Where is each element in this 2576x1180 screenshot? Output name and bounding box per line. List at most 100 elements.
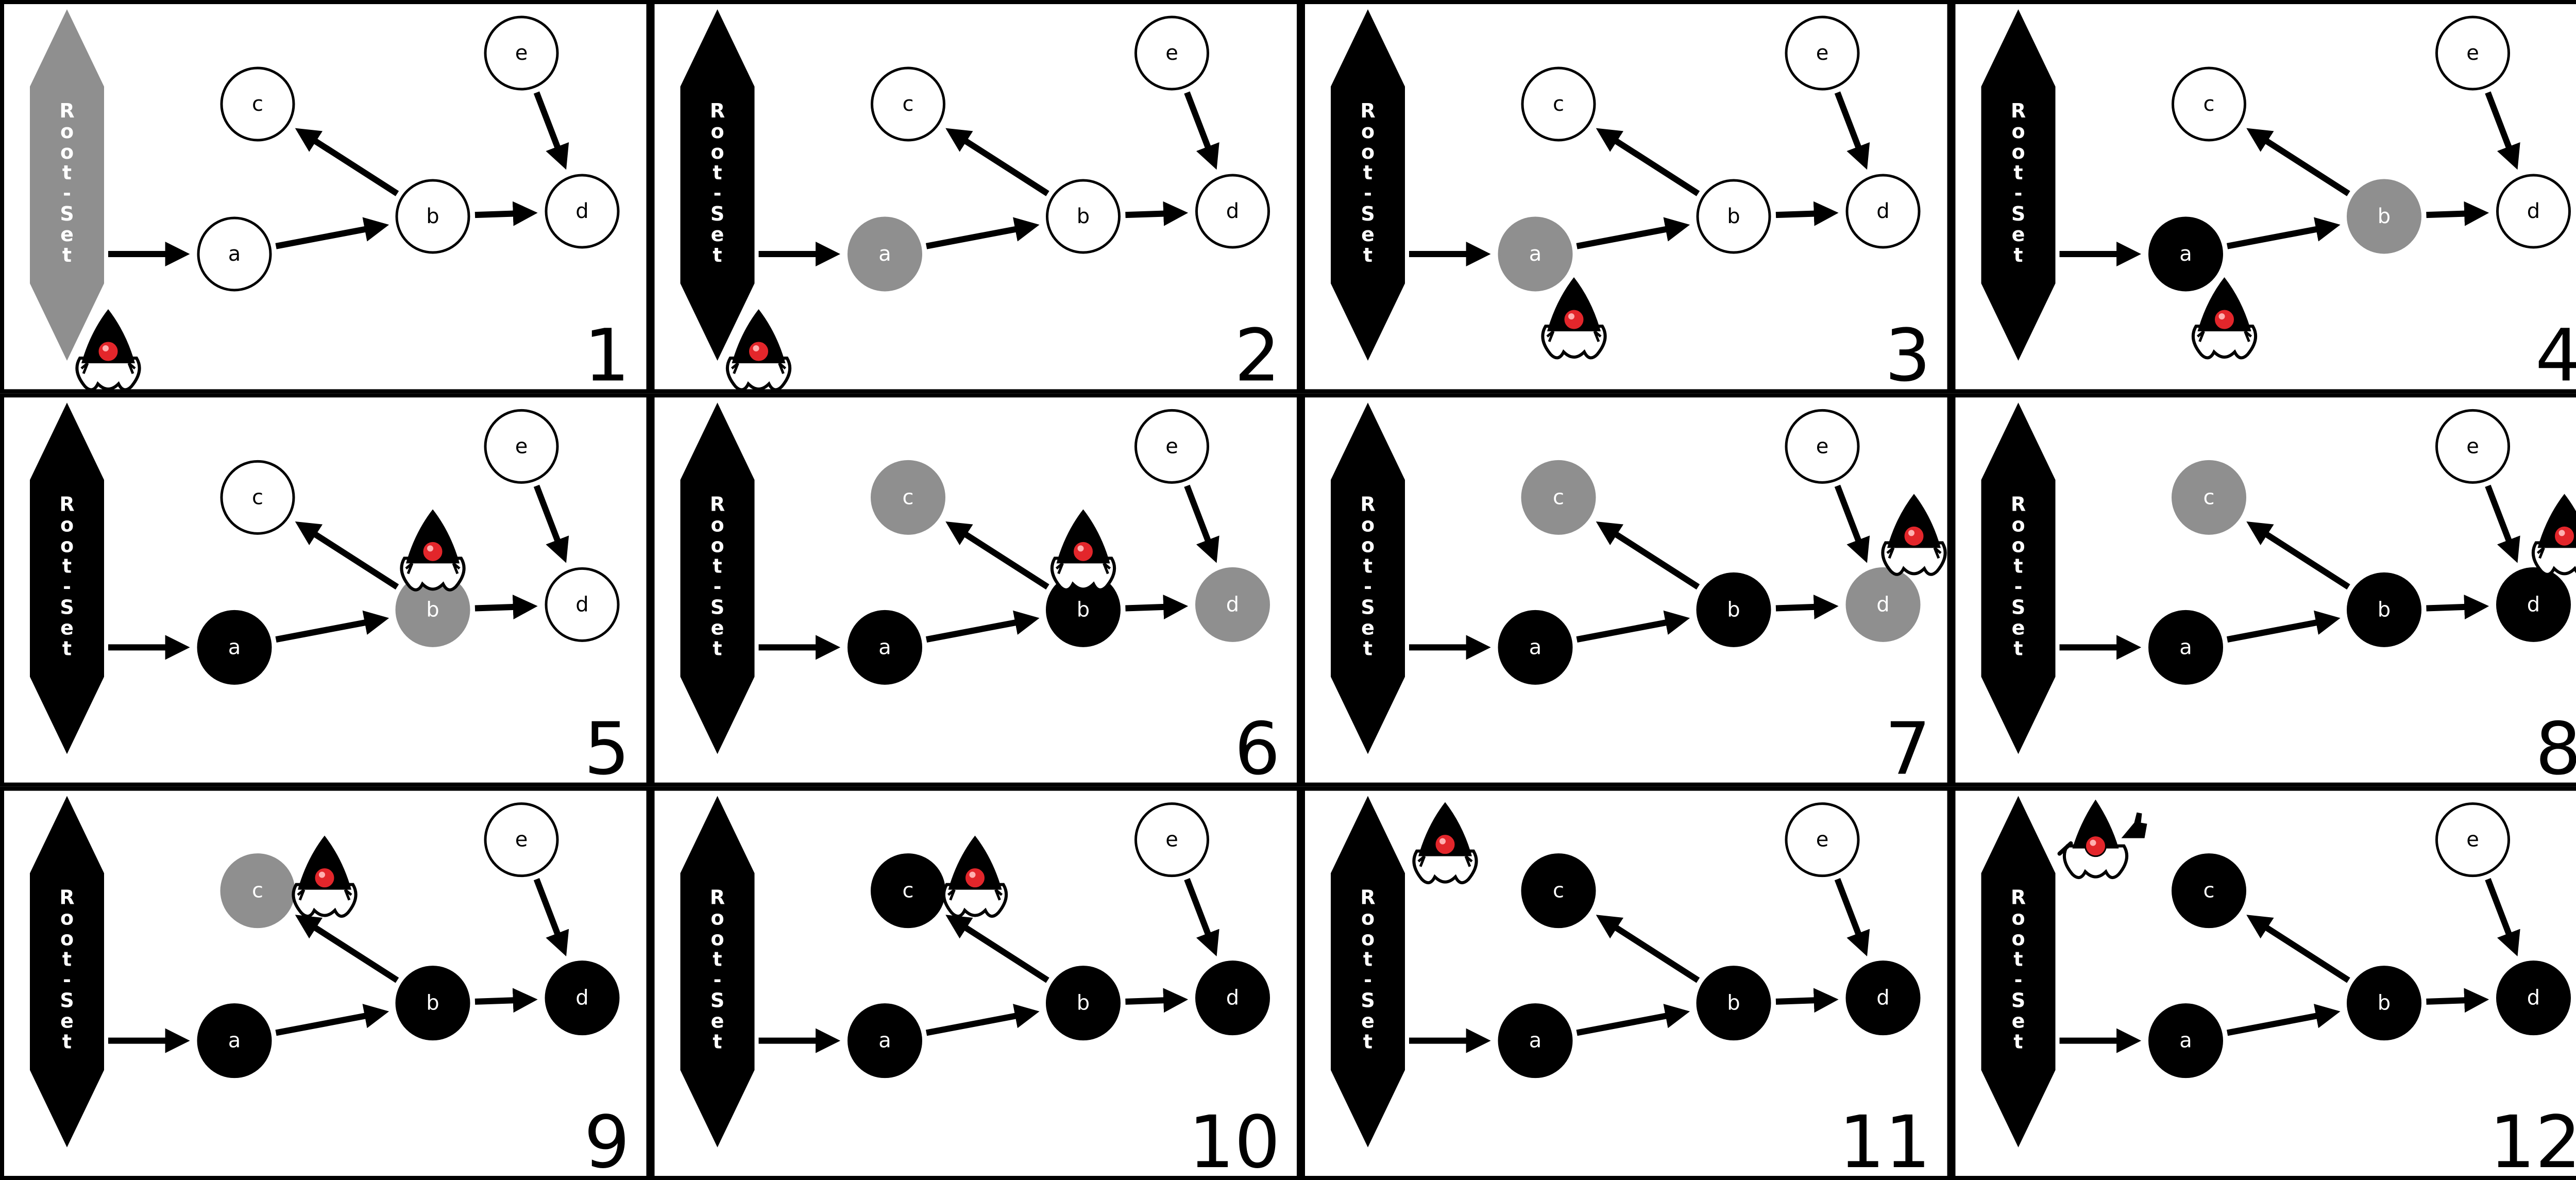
node-d: d <box>545 960 620 1036</box>
root-set-label: t <box>1363 161 1372 184</box>
edge-b-c <box>2246 521 2350 590</box>
root-set-label: t <box>1363 244 1372 266</box>
root-set-label: o <box>1361 141 1375 163</box>
node-c: c <box>1521 66 1596 142</box>
panel-number: 8 <box>2535 707 2576 791</box>
duke-mascot-icon <box>725 309 792 392</box>
node-label: a <box>1529 1029 1542 1053</box>
node-e: e <box>1785 802 1860 878</box>
node-b: b <box>2347 179 2421 254</box>
node-label: c <box>252 485 263 509</box>
node-b: b <box>1696 572 1771 647</box>
edge-e-d <box>1184 484 1219 563</box>
node-label: c <box>903 92 914 116</box>
root-set-label: R <box>59 493 74 515</box>
node-d: d <box>1845 567 1921 642</box>
edge-b-d <box>1775 988 1839 1013</box>
node-label: a <box>878 242 891 266</box>
node-label: c <box>1553 485 1564 509</box>
root-set-label: - <box>1364 182 1372 205</box>
node-c: c <box>220 460 295 535</box>
node-a: a <box>1498 216 1573 292</box>
edge-e-d <box>1834 91 1870 170</box>
root-set-label: S <box>1361 989 1375 1012</box>
panel-number: 6 <box>1234 707 1280 791</box>
node-c: c <box>871 853 945 929</box>
edge-e-d <box>1184 91 1219 170</box>
root-set-label: - <box>1364 969 1372 991</box>
root-set-label: e <box>711 223 724 246</box>
root-set-label: o <box>60 513 74 536</box>
node-c: c <box>1521 460 1596 535</box>
node-label: b <box>1727 991 1740 1015</box>
node-label: b <box>1077 598 1090 621</box>
root-set-label: R <box>2011 493 2026 515</box>
root-set-label: t <box>713 554 722 577</box>
node-c: c <box>1521 853 1596 929</box>
panel-number: 5 <box>584 707 630 791</box>
root-set-label: o <box>1361 513 1375 536</box>
node-d: d <box>545 567 620 642</box>
panel-number: 1 <box>584 314 630 398</box>
root-set-label: t <box>713 244 722 266</box>
root-set-label: e <box>60 223 74 246</box>
root-set-label: t <box>62 161 72 184</box>
node-d: d <box>545 174 620 249</box>
node-e: e <box>484 15 559 91</box>
node-label: c <box>252 879 263 903</box>
edge-b-d <box>1125 201 1189 226</box>
node-label: a <box>2179 242 2192 266</box>
node-label: d <box>1226 593 1239 616</box>
root-set-label: S <box>710 989 724 1012</box>
node-label: a <box>1529 635 1542 659</box>
node-a: a <box>2148 1003 2223 1078</box>
node-label: e <box>2466 434 2479 458</box>
node-label: c <box>903 879 914 903</box>
duke-mascot-icon <box>1412 802 1478 884</box>
node-e: e <box>1785 15 1860 91</box>
node-b: b <box>1046 179 1121 254</box>
node-e: e <box>2435 802 2510 878</box>
node-e: e <box>1134 15 1209 91</box>
root-set-label: t <box>62 554 72 577</box>
edge-b-d <box>1125 594 1189 619</box>
node-a: a <box>1498 1003 1573 1078</box>
node-a: a <box>197 216 272 292</box>
edge-b-d <box>474 201 538 226</box>
root-set-label: R <box>2011 99 2026 122</box>
root-set-label: t <box>1363 948 1372 971</box>
root-set-label: t <box>62 637 72 660</box>
node-label: b <box>426 205 439 228</box>
root-set-label: o <box>60 120 74 143</box>
root-set-label: o <box>710 120 724 143</box>
root-set-label: S <box>710 596 724 618</box>
edge-e-d <box>1184 878 1219 957</box>
root-set-label: - <box>63 575 71 598</box>
node-label: c <box>1553 879 1564 903</box>
root-set-label: o <box>710 513 724 536</box>
root-set-label: o <box>710 534 724 557</box>
node-a: a <box>197 1003 272 1078</box>
root-set-label: - <box>714 182 722 205</box>
edge-b-c <box>945 915 1049 983</box>
node-a: a <box>1498 610 1573 685</box>
edge-b-d <box>2426 988 2489 1013</box>
node-label: e <box>515 828 528 852</box>
edge-b-c <box>1596 521 1700 590</box>
root-set-label: e <box>711 616 724 639</box>
root-set-label: e <box>1361 1010 1375 1033</box>
root-set-label: o <box>60 141 74 163</box>
node-label: b <box>2378 205 2391 228</box>
node-a: a <box>197 610 272 685</box>
root-set-label: t <box>1363 637 1372 660</box>
duke-mascot-icon <box>1050 509 1116 592</box>
